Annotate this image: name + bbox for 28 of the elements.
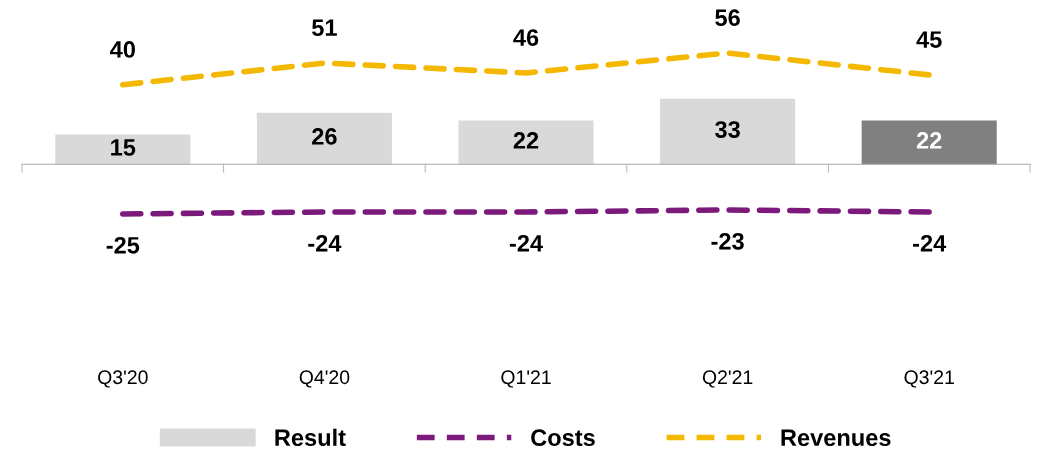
x-tick-label: Q3'20 <box>98 370 148 388</box>
bar <box>458 120 594 165</box>
data-label: -24 <box>509 234 543 252</box>
bar <box>55 134 191 165</box>
data-label: 40 <box>110 41 135 58</box>
x-tick-label: Q4'20 <box>299 370 350 388</box>
data-label: 46 <box>513 29 539 46</box>
data-label: 56 <box>715 9 740 27</box>
data-label: 22 <box>916 132 942 149</box>
data-label: -25 <box>106 236 140 254</box>
data-label: -24 <box>913 234 947 252</box>
data-label: 51 <box>312 19 337 36</box>
x-tick-label: Q2'21 <box>702 370 753 388</box>
x-tick-label: Q3'21 <box>904 370 954 388</box>
data-label: 45 <box>916 31 942 48</box>
data-label: -23 <box>711 232 744 250</box>
bar <box>256 112 392 165</box>
data-label: -24 <box>308 234 342 252</box>
data-label: 26 <box>312 128 337 145</box>
bar <box>861 120 997 165</box>
x-tick-label: Q1'21 <box>501 370 551 388</box>
data-label: 22 <box>513 132 539 149</box>
legend-label: Result <box>275 428 346 447</box>
legend-label: Revenues <box>781 429 891 447</box>
data-label: 15 <box>111 139 136 156</box>
data-label: 33 <box>715 121 740 138</box>
bar <box>660 98 796 165</box>
legend-label: Costs <box>531 429 595 447</box>
